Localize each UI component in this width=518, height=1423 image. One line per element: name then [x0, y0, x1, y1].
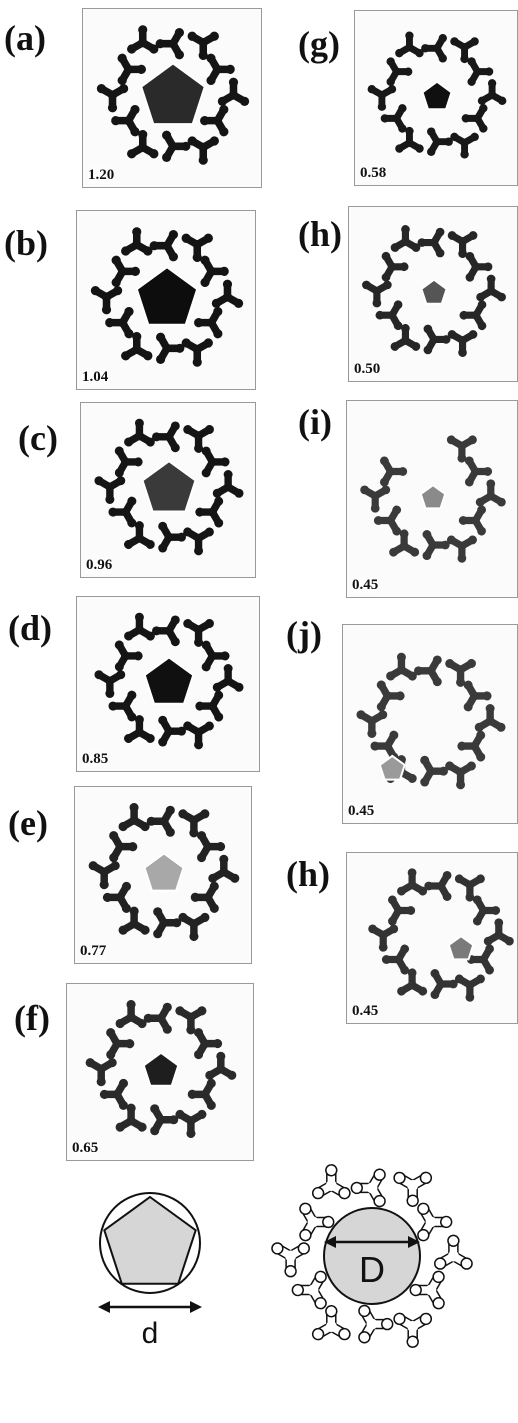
- panel-c-drawing: [81, 403, 256, 578]
- panel-e-value: 0.77: [80, 943, 106, 960]
- panel-i: 0.45: [346, 400, 518, 598]
- pentagon-particle: [421, 280, 446, 304]
- snowflake-ring: [368, 864, 514, 1007]
- panel-b: 1.04: [76, 210, 256, 390]
- panel-a-value: 1.20: [88, 167, 114, 184]
- pentagon-particle: [423, 82, 452, 110]
- d-arrowhead-right: [190, 1301, 202, 1313]
- panel-g: 0.58: [354, 10, 518, 186]
- pentagon-particle: [137, 267, 197, 325]
- panel-g-drawing: [355, 11, 518, 186]
- panel-c: 0.96: [80, 402, 256, 578]
- panel-label-h2: (h): [286, 856, 330, 892]
- panel-d-drawing: [77, 597, 260, 772]
- panel-label-e: (e): [8, 805, 48, 841]
- panel-label-a: (a): [4, 20, 46, 56]
- panel-h-value: 0.50: [354, 361, 380, 378]
- panel-h-drawing: [349, 207, 518, 382]
- panel-label-d: (d): [8, 610, 52, 646]
- panel-h2-value: 0.45: [352, 1003, 378, 1020]
- panel-d: 0.85: [76, 596, 260, 772]
- panel-i-value: 0.45: [352, 577, 378, 594]
- panel-a-drawing: [83, 9, 262, 188]
- panel-j-drawing: [343, 625, 518, 824]
- panel-g-value: 0.58: [360, 165, 386, 182]
- panel-label-h: (h): [298, 216, 342, 252]
- snowflake-ring: [356, 648, 505, 794]
- panel-h2: 0.45: [346, 852, 518, 1024]
- pentagon-particle: [449, 936, 473, 959]
- pentagon-particle: [144, 1053, 179, 1086]
- panel-b-drawing: [77, 211, 256, 390]
- panel-f-drawing: [67, 984, 254, 1161]
- panel-label-i: (i): [298, 404, 332, 440]
- D-label: D: [359, 1249, 385, 1290]
- panel-label-g: (g): [298, 26, 340, 62]
- d-arrowhead-left: [98, 1301, 110, 1313]
- panel-b-value: 1.04: [82, 369, 108, 386]
- panel-j-value: 0.45: [348, 803, 374, 820]
- panel-c-value: 0.96: [86, 557, 112, 574]
- panel-i-drawing: [347, 401, 518, 598]
- d-label: d: [142, 1317, 159, 1350]
- schematics: d D: [0, 1150, 518, 1423]
- panel-h2-drawing: [347, 853, 518, 1024]
- panel-label-b: (b): [4, 225, 48, 261]
- panel-e: 0.77: [74, 786, 252, 964]
- panel-h: 0.50: [348, 206, 518, 382]
- panel-label-c: (c): [18, 420, 58, 456]
- schematic-pentagon: [104, 1197, 195, 1284]
- panel-d-value: 0.85: [82, 751, 108, 768]
- panel-j: 0.45: [342, 624, 518, 824]
- pentagon-particle: [421, 485, 445, 508]
- pentagon-particle: [143, 461, 196, 511]
- panel-label-f: (f): [14, 1000, 50, 1036]
- snowflake-schematic: D: [272, 1159, 472, 1353]
- panel-f: 0.65: [66, 983, 254, 1161]
- pentagon-particle: [141, 64, 205, 125]
- pentagon-schematic: d: [98, 1193, 202, 1350]
- pentagon-particle: [145, 658, 194, 704]
- pentagon-particle: [145, 854, 184, 891]
- panel-label-j: (j): [286, 616, 322, 652]
- panel-e-drawing: [75, 787, 252, 964]
- panel-a: 1.20: [82, 8, 262, 188]
